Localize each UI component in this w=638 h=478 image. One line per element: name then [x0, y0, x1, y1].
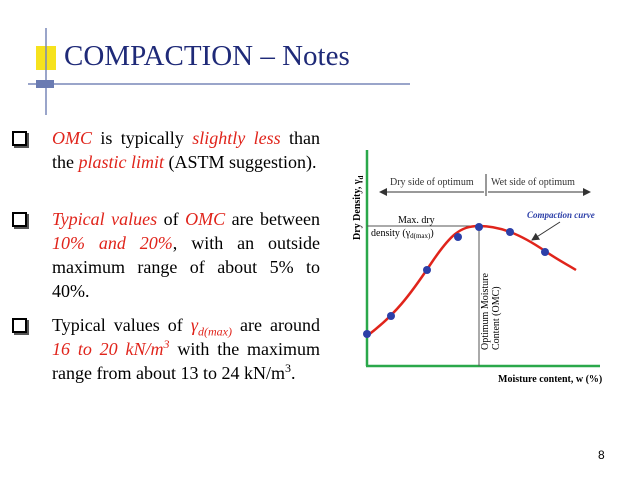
- text: 3: [163, 337, 170, 351]
- page-number: 8: [598, 448, 605, 462]
- text: OMC: [185, 209, 226, 229]
- point: [423, 266, 431, 274]
- text: (ASTM suggestion).: [164, 152, 317, 172]
- text: are between: [225, 209, 320, 229]
- text: plastic limit: [78, 152, 165, 172]
- point: [475, 223, 483, 231]
- point: [506, 228, 514, 236]
- text: is typically: [92, 128, 193, 148]
- compaction-curve: [366, 224, 577, 337]
- omc-label: Optimum Moisture: [480, 272, 491, 350]
- point: [387, 312, 395, 320]
- accent-bar: [36, 80, 54, 88]
- omc-label: Content (OMC): [491, 286, 502, 350]
- text: are around: [231, 315, 320, 335]
- text: d(max): [197, 324, 232, 339]
- point: [454, 233, 462, 241]
- bullet: Typical values of γd(max) are around 16 …: [12, 313, 321, 385]
- curve-label: Compaction curve: [527, 210, 595, 220]
- wet-side-label: Wet side of optimum: [491, 177, 575, 188]
- max-label: Max. dry: [398, 215, 435, 226]
- text: d(max): [410, 232, 431, 240]
- text: slightly less: [192, 128, 281, 148]
- text: 10% and 20%: [52, 233, 173, 253]
- text: with the maximum range from about 13 to …: [52, 339, 321, 383]
- points: [363, 223, 549, 338]
- max-label: density (γd(max)): [371, 228, 434, 240]
- bullet: Typical values of OMC are between 10% an…: [12, 207, 320, 303]
- text: 16 to 20 kN/m: [52, 339, 164, 359]
- text: of: [157, 209, 186, 229]
- dry-side-label: Dry side of optimum: [390, 177, 474, 188]
- text: density (γ: [371, 228, 411, 239]
- x-axis-label: Moisture content, w (%): [498, 374, 602, 385]
- y-axis-label: Dry Density, γd: [352, 175, 365, 240]
- point: [541, 248, 549, 256]
- text: Typical values of: [52, 315, 191, 335]
- text: γ: [190, 315, 198, 335]
- text: ): [430, 228, 433, 239]
- bullet: OMC is typically slightly less than the …: [12, 126, 320, 174]
- text: , with an outside maximum range of about…: [52, 233, 320, 301]
- text: 3: [284, 361, 291, 375]
- text: d: [357, 175, 365, 179]
- arrow: [531, 221, 561, 241]
- text: Dry Density, γ: [352, 179, 363, 240]
- title: COMPACTION – Notes: [64, 40, 350, 72]
- text: than the: [52, 128, 320, 172]
- point: [363, 330, 371, 338]
- text: .: [290, 363, 296, 383]
- text: Typical values: [52, 209, 158, 229]
- text: OMC: [52, 128, 92, 148]
